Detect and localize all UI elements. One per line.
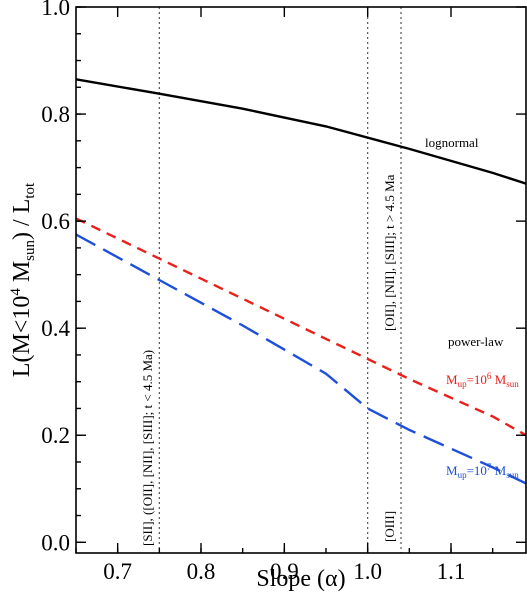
x-tick-label-3: 1.0	[353, 559, 382, 584]
vline-label-oiii: [OIII]	[382, 511, 397, 542]
series-line-0	[75, 78, 527, 185]
x-axis-label: Slope (α)	[256, 566, 345, 592]
lognormal-label: lognormal	[425, 135, 479, 150]
y-tick-label-3: 0.6	[41, 209, 70, 234]
y-tick-label-1: 0.2	[41, 423, 70, 448]
power-law-label: power-law	[448, 334, 504, 349]
mup-1e6-label: Mup=106 Msun	[446, 371, 519, 389]
vline-label-sii: [SII], ([OII], [NII], [SIII]; t < 4.5 Ma…	[140, 350, 155, 546]
vertical-reference-lines	[158, 7, 402, 553]
plot-frame	[75, 6, 527, 554]
x-tick-label-1: 0.8	[187, 559, 216, 584]
x-tick-label-4: 1.1	[437, 559, 466, 584]
series-line-1	[75, 217, 527, 437]
y-tick-label-2: 0.4	[41, 316, 70, 341]
y-axis-ticks: 0.0 0.2 0.4 0.6 0.8 1.0	[41, 0, 526, 555]
y-tick-label-5: 1.0	[41, 0, 70, 20]
x-tick-label-0: 0.7	[103, 559, 132, 584]
y-axis-label: L(M<104 Msun) / Ltot	[8, 182, 38, 377]
vline-label-oii-late: [OII], [NII], [SIII]; t > 4.5 Ma	[382, 174, 397, 331]
mup-1e7-label: Mup=107 Msun	[446, 462, 519, 480]
y-tick-label-0: 0.0	[41, 530, 70, 555]
y-tick-label-4: 0.8	[41, 102, 70, 127]
series-line-2	[75, 233, 527, 485]
series-lines	[75, 78, 527, 485]
x-tick-label-2: 0.9	[270, 559, 299, 584]
x-axis-ticks: 0.7 0.8 0.9 1.0 1.1	[75, 7, 494, 584]
